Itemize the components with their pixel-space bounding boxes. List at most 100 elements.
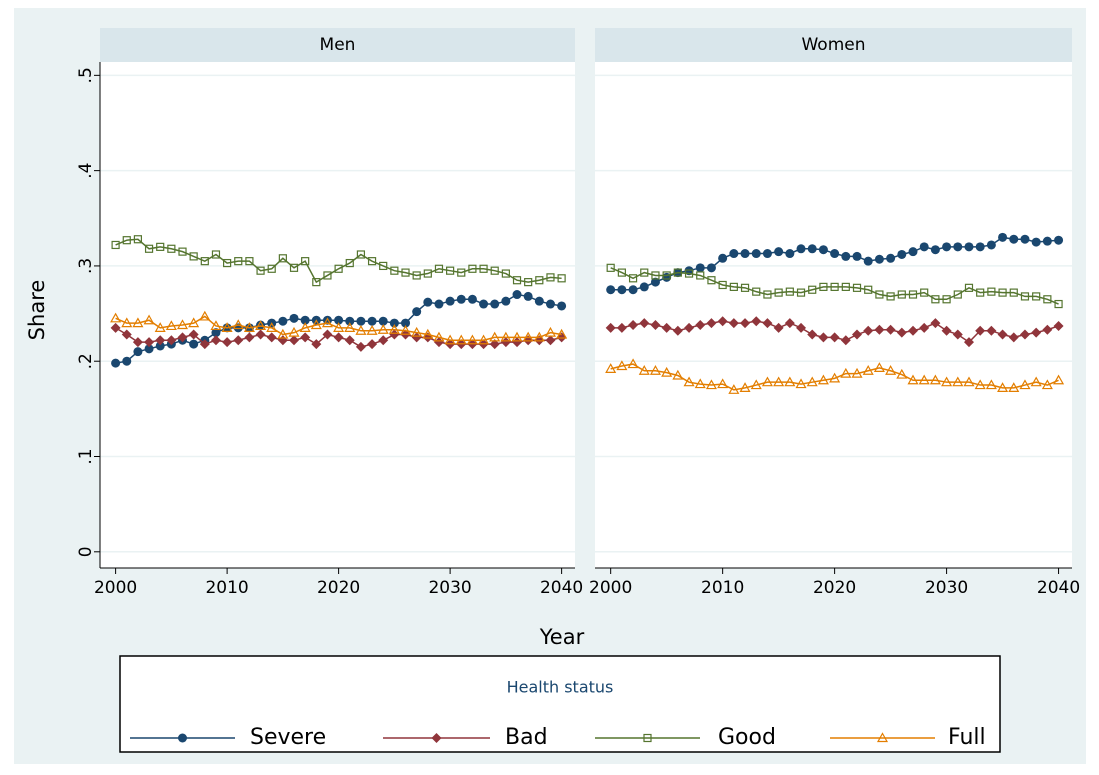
marker bbox=[468, 264, 477, 273]
panel-title: Men bbox=[320, 35, 356, 55]
marker bbox=[963, 337, 974, 348]
marker bbox=[706, 318, 717, 329]
marker bbox=[785, 249, 795, 259]
marker bbox=[301, 257, 310, 266]
marker bbox=[785, 287, 794, 296]
marker bbox=[964, 283, 974, 292]
marker bbox=[1042, 236, 1052, 246]
marker bbox=[740, 249, 750, 259]
legend-box bbox=[119, 655, 1001, 753]
marker bbox=[841, 282, 850, 291]
marker bbox=[808, 285, 817, 294]
marker bbox=[522, 331, 534, 342]
marker bbox=[165, 320, 177, 331]
marker bbox=[210, 320, 222, 331]
marker bbox=[829, 372, 841, 383]
marker bbox=[310, 319, 322, 330]
marker bbox=[752, 287, 761, 296]
marker bbox=[322, 329, 333, 340]
marker bbox=[784, 318, 795, 329]
marker bbox=[998, 232, 1008, 242]
marker bbox=[490, 299, 500, 309]
marker bbox=[830, 249, 840, 259]
marker bbox=[121, 329, 132, 340]
marker bbox=[300, 332, 311, 343]
marker bbox=[707, 276, 716, 285]
marker bbox=[266, 322, 278, 332]
marker bbox=[189, 252, 198, 261]
marker bbox=[232, 319, 244, 330]
marker bbox=[345, 258, 354, 268]
marker bbox=[166, 335, 177, 346]
marker bbox=[840, 367, 852, 378]
marker bbox=[1053, 320, 1064, 331]
marker bbox=[819, 282, 828, 291]
marker bbox=[897, 249, 907, 259]
marker bbox=[132, 317, 144, 328]
marker bbox=[985, 379, 997, 390]
marker bbox=[377, 324, 389, 334]
marker bbox=[144, 344, 154, 354]
marker bbox=[110, 312, 122, 323]
marker bbox=[356, 316, 366, 326]
marker bbox=[545, 299, 555, 309]
marker bbox=[873, 362, 885, 372]
marker bbox=[489, 339, 500, 350]
y-tick-label: .4 bbox=[76, 163, 96, 179]
marker bbox=[1031, 327, 1042, 338]
marker bbox=[243, 322, 255, 332]
marker bbox=[433, 331, 445, 342]
marker bbox=[986, 325, 997, 336]
marker bbox=[750, 379, 762, 390]
marker bbox=[829, 332, 840, 343]
marker bbox=[761, 376, 773, 387]
marker bbox=[211, 328, 221, 338]
marker bbox=[897, 290, 906, 299]
marker bbox=[111, 358, 121, 368]
marker bbox=[323, 271, 332, 280]
marker bbox=[223, 258, 232, 268]
marker bbox=[774, 247, 784, 257]
marker bbox=[683, 376, 695, 387]
marker bbox=[511, 331, 523, 342]
marker bbox=[987, 287, 996, 296]
marker bbox=[706, 263, 716, 273]
plot-area bbox=[595, 62, 1072, 568]
marker bbox=[389, 329, 400, 340]
marker bbox=[886, 292, 895, 301]
marker bbox=[278, 254, 287, 263]
marker bbox=[605, 322, 616, 333]
marker bbox=[500, 337, 511, 348]
x-tick-label: 2000 bbox=[589, 578, 632, 598]
marker bbox=[466, 334, 478, 345]
marker bbox=[401, 318, 411, 328]
marker bbox=[133, 235, 143, 244]
marker bbox=[963, 376, 975, 387]
marker bbox=[178, 733, 187, 743]
marker bbox=[379, 261, 388, 271]
marker bbox=[355, 324, 367, 335]
marker bbox=[244, 332, 255, 343]
marker bbox=[199, 310, 211, 321]
marker bbox=[199, 339, 210, 350]
marker bbox=[729, 249, 739, 259]
y-tick-label: 0 bbox=[76, 546, 96, 557]
marker bbox=[1020, 292, 1030, 301]
marker bbox=[445, 296, 455, 306]
marker bbox=[1054, 299, 1063, 309]
marker bbox=[908, 247, 918, 257]
marker bbox=[920, 288, 929, 297]
marker bbox=[545, 335, 556, 346]
marker bbox=[728, 318, 739, 329]
marker bbox=[289, 335, 300, 346]
marker bbox=[851, 367, 863, 378]
marker bbox=[211, 250, 221, 259]
marker bbox=[144, 337, 155, 348]
y-tick-label: .5 bbox=[76, 67, 96, 83]
marker bbox=[919, 322, 930, 333]
marker bbox=[875, 290, 884, 299]
marker bbox=[864, 285, 873, 294]
marker bbox=[952, 376, 964, 387]
marker bbox=[188, 317, 200, 328]
